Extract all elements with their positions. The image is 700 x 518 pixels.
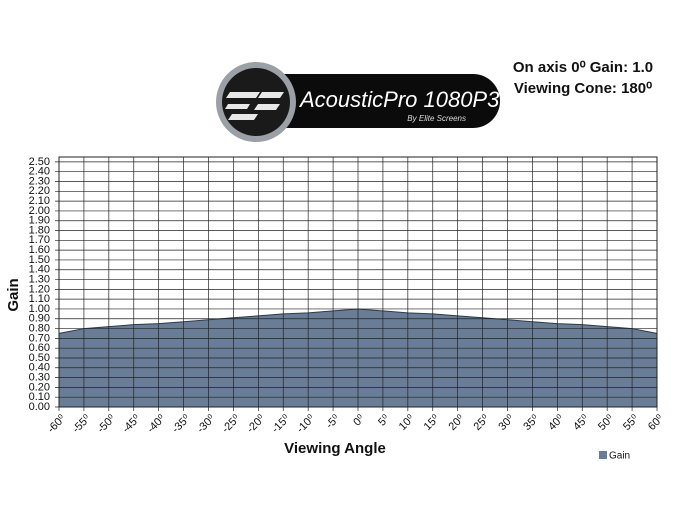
y-tick-label: 1.70 — [29, 234, 50, 246]
x-tick-label: 15⁰ — [422, 412, 443, 433]
annotation: On axis 0⁰ Gain: 1.0 — [513, 59, 653, 76]
y-tick-label: 1.60 — [29, 244, 50, 256]
x-tick-label: -50⁰ — [95, 412, 118, 435]
logo-disc — [222, 68, 290, 136]
x-tick-label: 45⁰ — [571, 412, 592, 433]
x-tick-label: -55⁰ — [70, 412, 93, 435]
x-tick-label: -60⁰ — [45, 412, 68, 435]
x-tick-label: 0⁰ — [351, 412, 367, 428]
legend-label: Gain — [609, 451, 630, 462]
x-axis-label: Viewing Angle — [284, 440, 386, 457]
plot-border — [58, 156, 658, 408]
x-tick-label: 55⁰ — [621, 412, 642, 433]
y-tick-label: 0.00 — [29, 401, 50, 413]
y-tick-label: 1.30 — [29, 273, 50, 285]
x-tick-label: 60⁰ — [646, 412, 667, 433]
y-tick-label: 0.90 — [29, 313, 50, 325]
y-tick-label: 0.10 — [29, 391, 50, 403]
x-tick-label: 40⁰ — [546, 412, 567, 433]
y-axis-label: Gain — [5, 278, 22, 311]
y-tick-label: 1.90 — [29, 215, 50, 227]
x-tick-label: -25⁰ — [220, 412, 243, 435]
y-tick-label: 0.40 — [29, 362, 50, 374]
x-tick-label: 20⁰ — [447, 412, 468, 433]
y-tick-label: 1.80 — [29, 224, 50, 236]
y-tick-label: 1.10 — [29, 293, 50, 305]
y-tick-label: 1.00 — [29, 303, 50, 315]
annotation: Viewing Cone: 180⁰ — [514, 80, 652, 97]
x-tick-label: 50⁰ — [596, 412, 617, 433]
y-tick-label: 1.50 — [29, 254, 50, 266]
x-tick-label: 30⁰ — [496, 412, 517, 433]
logo-tagline: By Elite Screens — [407, 114, 466, 123]
x-tick-label: -15⁰ — [270, 412, 293, 435]
y-tick-label: 2.30 — [29, 175, 50, 187]
x-tick-label: -40⁰ — [145, 412, 168, 435]
x-tick-label: -45⁰ — [120, 412, 143, 435]
y-tick-label: 2.50 — [29, 156, 50, 168]
y-tick-label: 0.30 — [29, 371, 50, 383]
x-tick-label: 25⁰ — [471, 412, 492, 433]
x-tick-label: -30⁰ — [195, 412, 218, 435]
y-tick-label: 0.70 — [29, 332, 50, 344]
y-tick-label: 2.20 — [29, 185, 50, 197]
y-tick-label: 2.40 — [29, 166, 50, 178]
x-tick-label: -10⁰ — [294, 412, 317, 435]
x-tick-label: 10⁰ — [397, 412, 418, 433]
y-tick-label: 2.00 — [29, 205, 50, 217]
y-tick-label: 0.60 — [29, 342, 50, 354]
logo-brand: AcousticPro 1080P3 — [298, 87, 500, 112]
logo-banner — [252, 74, 500, 128]
y-tick-label: 2.10 — [29, 195, 50, 207]
legend-swatch — [599, 451, 607, 459]
y-tick-label: 1.20 — [29, 283, 50, 295]
y-tick-label: 0.50 — [29, 352, 50, 364]
logo: AcousticPro 1080P3 By Elite Screens — [216, 62, 500, 142]
x-tick-label: 5⁰ — [376, 412, 392, 428]
x-tick-label: -5⁰ — [324, 412, 343, 431]
x-tick-label: -20⁰ — [245, 412, 268, 435]
y-tick-label: 0.20 — [29, 381, 50, 393]
x-tick-label: 35⁰ — [521, 412, 542, 433]
y-tick-label: 0.80 — [29, 322, 50, 334]
y-tick-label: 1.40 — [29, 264, 50, 276]
logo-mark — [225, 92, 284, 120]
x-tick-label: -35⁰ — [170, 412, 193, 435]
